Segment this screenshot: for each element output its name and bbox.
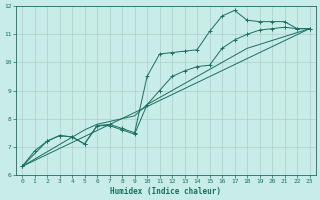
X-axis label: Humidex (Indice chaleur): Humidex (Indice chaleur) <box>110 187 221 196</box>
